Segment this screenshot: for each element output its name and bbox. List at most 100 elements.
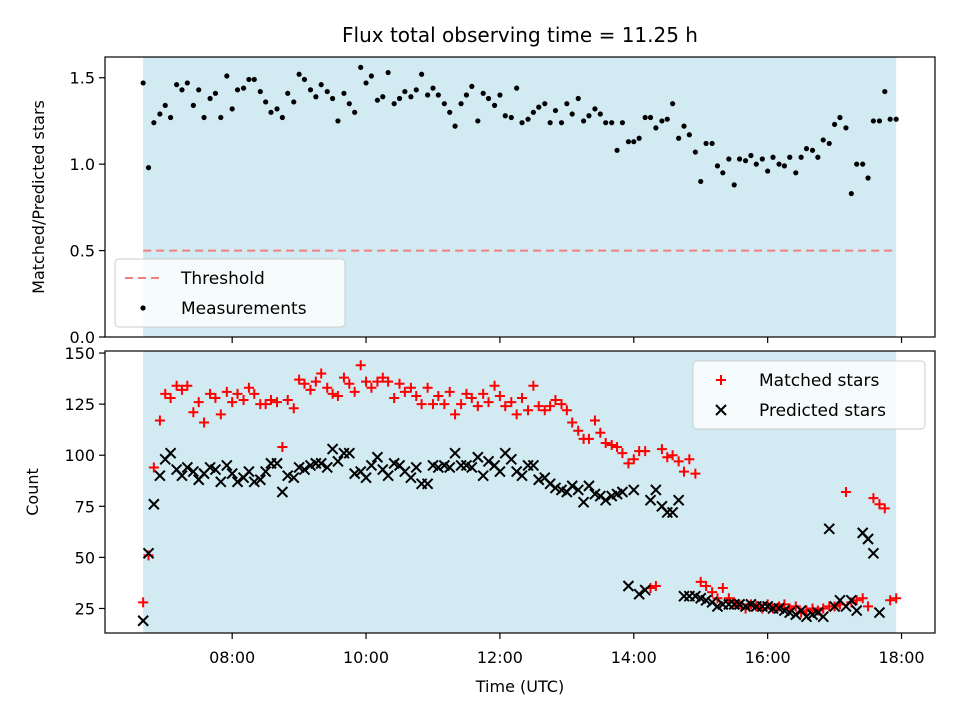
- matched-star-point: [154, 415, 165, 426]
- legend-box: [114, 258, 346, 328]
- predicted-star-point: [254, 474, 266, 486]
- matched-star-point: [433, 390, 444, 401]
- matched-star-point: [472, 401, 483, 412]
- measurement-point: [485, 95, 492, 102]
- measurement-point: [491, 102, 498, 108]
- matched-star-point: [277, 442, 288, 453]
- measurement-point: [776, 161, 782, 167]
- measurement-point: [497, 92, 503, 98]
- matched-star-point: [310, 376, 321, 387]
- matched-star-point: [305, 384, 316, 395]
- measurement-point: [263, 99, 269, 105]
- ratio-y-axis-label: Matched/Predicted stars: [29, 100, 48, 294]
- matched-star-point: [545, 401, 556, 412]
- measurement-point: [519, 120, 525, 126]
- matched-star-point: [439, 399, 450, 410]
- measurement-point: [291, 99, 297, 105]
- predicted-star-point: [527, 459, 540, 472]
- x-tick-label: 18:00: [878, 648, 924, 667]
- matched-star-point: [483, 397, 494, 408]
- count-y-tick-label: 100: [64, 446, 95, 465]
- measurement-point: [435, 92, 441, 98]
- predicted-star-point: [482, 455, 495, 468]
- matched-star-point: [243, 382, 254, 393]
- measurement-point: [536, 104, 542, 110]
- matched-star-point: [857, 593, 868, 604]
- measurement-point: [380, 94, 386, 100]
- measurement-point: [631, 139, 637, 145]
- matched-star-point: [232, 388, 243, 399]
- predicted-star-point: [371, 451, 384, 463]
- measurement-point: [759, 156, 765, 162]
- predicted-star-point: [628, 484, 640, 496]
- x-tick-label: 16:00: [745, 648, 791, 667]
- measurement-point: [196, 87, 202, 93]
- measurement-point: [425, 92, 431, 98]
- measurement-point: [402, 88, 408, 95]
- predicted-star-point: [209, 463, 222, 476]
- matched-star-point: [583, 433, 594, 444]
- measurement-point: [385, 69, 391, 76]
- measurement-point: [246, 76, 252, 83]
- measurement-point: [765, 168, 771, 174]
- matched-star-point: [533, 401, 544, 412]
- measurement-point: [798, 154, 804, 160]
- measurement-point: [681, 123, 687, 129]
- predicted-star-point: [577, 496, 590, 508]
- matched-star-point: [617, 448, 628, 459]
- predicted-star-point: [845, 594, 858, 607]
- matched-star-point: [193, 397, 204, 408]
- ratio-y-tick-label: 1.0: [70, 155, 95, 174]
- measurement-point: [174, 82, 180, 88]
- matched-star-point: [506, 397, 517, 408]
- matched-star-point: [556, 399, 567, 410]
- measurement-point: [653, 125, 659, 131]
- measurement-point: [201, 114, 207, 121]
- measurement-point: [296, 71, 302, 77]
- measurement-point: [324, 88, 330, 95]
- predicted-star-point: [449, 447, 461, 459]
- measurement-point: [301, 76, 308, 83]
- matched-star-point: [316, 368, 327, 379]
- measurement-point: [664, 116, 670, 122]
- matched-star-point: [461, 388, 472, 399]
- matched-star-point: [282, 395, 293, 406]
- measurement-point: [274, 106, 280, 112]
- measurement-point: [692, 149, 698, 155]
- matched-star-point: [349, 386, 360, 397]
- matched-star-point: [500, 401, 511, 412]
- measurement-point: [575, 95, 581, 102]
- matched-star-point: [344, 378, 355, 389]
- matched-star-point: [466, 393, 477, 403]
- matched-star-point: [606, 440, 617, 450]
- predicted-star-point: [315, 457, 327, 470]
- measurement-point: [447, 109, 453, 115]
- matched-star-point: [389, 393, 400, 403]
- predicted-star-point: [154, 469, 166, 482]
- matched-star-point: [176, 384, 187, 395]
- measurement-point: [619, 120, 626, 126]
- predicted-star-point: [343, 447, 356, 459]
- predicted-star-point: [873, 606, 886, 619]
- predicted-star-point: [288, 471, 300, 484]
- predicted-star-point: [516, 469, 528, 482]
- measurement-point: [815, 154, 821, 160]
- predicted-star-point: [850, 604, 863, 617]
- measurement-point: [234, 87, 241, 93]
- legend-predicted-swatch: [715, 404, 727, 416]
- predicted-star-point: [566, 480, 578, 492]
- predicted-star-point: [243, 465, 255, 478]
- measurement-point: [167, 114, 174, 121]
- count-axes-frame: [104, 350, 936, 634]
- matched-star-point: [416, 399, 427, 410]
- predicted-star-point: [176, 469, 188, 482]
- predicted-star-point: [477, 469, 489, 482]
- measurement-point: [586, 113, 592, 119]
- matched-star-point: [138, 597, 149, 608]
- count-y-tick-label: 50: [75, 548, 95, 567]
- measurement-point: [552, 107, 559, 114]
- matched-star-point: [511, 409, 522, 420]
- matched-star-point: [885, 595, 896, 606]
- predicted-star-point: [221, 459, 233, 472]
